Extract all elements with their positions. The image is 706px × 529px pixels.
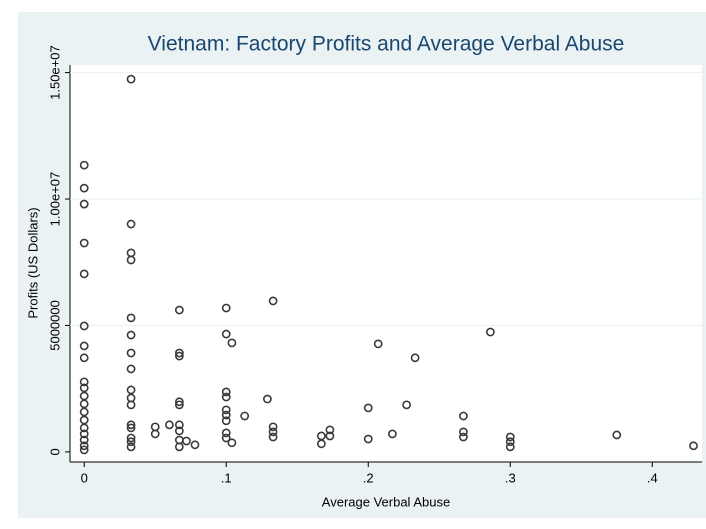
point — [221, 428, 231, 438]
point — [165, 420, 174, 430]
point — [79, 407, 89, 417]
point — [126, 330, 136, 340]
point — [174, 348, 184, 358]
point — [79, 383, 89, 393]
point — [79, 441, 89, 451]
point — [174, 442, 184, 452]
point — [174, 400, 184, 410]
point — [126, 423, 136, 433]
point — [263, 394, 272, 404]
point — [126, 385, 136, 395]
point — [126, 348, 136, 358]
point — [227, 338, 237, 348]
point — [79, 269, 89, 279]
point — [79, 399, 89, 409]
point — [268, 427, 278, 437]
point — [174, 397, 184, 407]
point — [268, 296, 278, 306]
point — [79, 423, 89, 433]
x-tick-label: .3 — [505, 470, 516, 485]
point — [150, 429, 160, 439]
point — [79, 160, 89, 170]
x-axis-title: Average Verbal Abuse — [322, 494, 450, 509]
point — [174, 351, 184, 361]
x-tick-label: 0 — [81, 470, 88, 485]
point — [459, 427, 468, 437]
point — [325, 425, 335, 435]
x-tick-label: .1 — [221, 470, 232, 485]
point — [79, 445, 89, 455]
point — [387, 429, 397, 439]
point — [126, 74, 136, 84]
point — [485, 327, 495, 337]
chart-title: Vietnam: Factory Profits and Average Ver… — [148, 33, 625, 56]
point — [459, 411, 468, 421]
point — [221, 416, 231, 426]
point — [79, 183, 89, 193]
point — [126, 219, 136, 229]
plot-region — [70, 65, 702, 462]
point — [221, 392, 231, 402]
point — [221, 387, 231, 397]
point — [268, 422, 278, 432]
point — [79, 321, 89, 331]
point — [316, 439, 326, 449]
point — [182, 436, 191, 446]
point — [505, 432, 515, 442]
point — [79, 429, 89, 439]
point — [221, 329, 231, 339]
point — [126, 313, 136, 323]
point — [240, 411, 250, 421]
point — [221, 303, 231, 313]
point — [79, 199, 89, 209]
y-tick-label: 5000000 — [47, 300, 62, 351]
point — [126, 437, 136, 447]
point — [126, 442, 136, 452]
point — [363, 434, 373, 444]
y-tick-label: 0 — [47, 448, 62, 455]
point — [190, 440, 200, 450]
point — [174, 305, 184, 315]
point — [221, 405, 231, 415]
point — [126, 400, 136, 410]
point — [126, 255, 136, 265]
point — [126, 420, 136, 430]
point — [410, 353, 420, 363]
point — [459, 432, 468, 442]
point — [227, 438, 237, 448]
point — [221, 410, 231, 420]
point — [363, 403, 373, 413]
y-tick-label: 1.50e+07 — [47, 45, 62, 100]
point — [505, 437, 515, 447]
y-axis-title: Profits (US Dollars) — [25, 207, 40, 318]
point — [79, 238, 89, 248]
point — [373, 339, 383, 349]
point — [79, 341, 89, 351]
x-tick-label: .2 — [363, 470, 374, 485]
point — [174, 426, 184, 436]
y-tick-label: 1.00e+07 — [47, 172, 62, 227]
point — [79, 435, 89, 445]
point — [126, 433, 136, 443]
point — [612, 430, 622, 440]
point — [79, 353, 89, 363]
point — [79, 377, 89, 387]
point — [325, 431, 335, 441]
point — [221, 433, 231, 443]
point — [402, 400, 411, 410]
point — [174, 420, 184, 430]
point — [268, 432, 278, 442]
point — [505, 442, 515, 452]
point — [126, 364, 136, 374]
x-tick-label: .4 — [647, 470, 658, 485]
point — [689, 441, 698, 451]
